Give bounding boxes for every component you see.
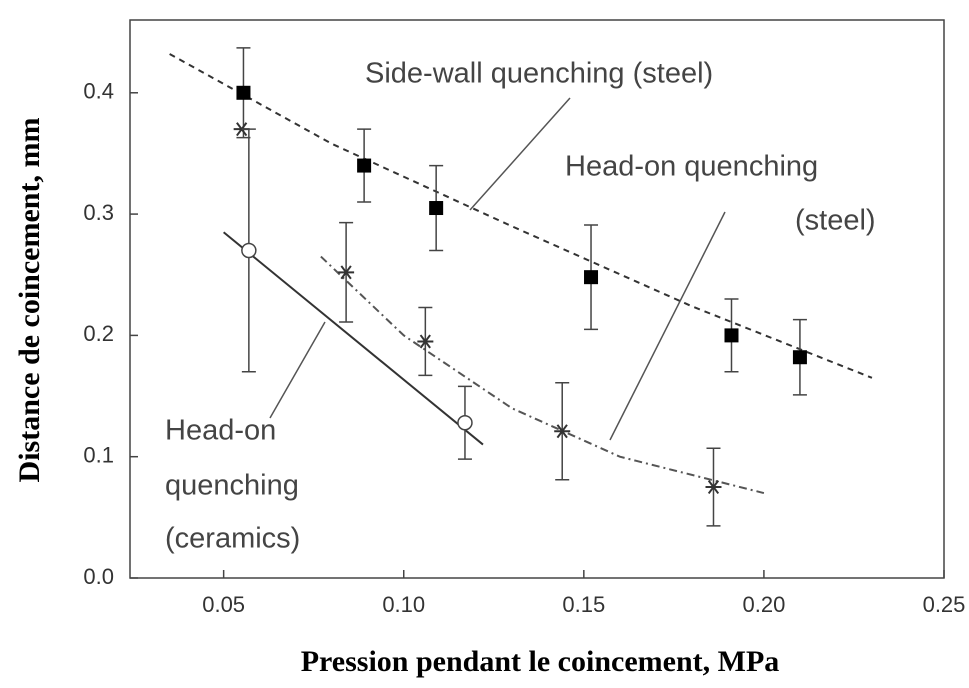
data-point	[357, 158, 372, 173]
data-point	[554, 424, 571, 439]
data-point	[241, 242, 257, 259]
fit-line	[169, 53, 873, 379]
fit-line	[223, 231, 484, 446]
y-tick-label: 0.1	[83, 443, 114, 468]
x-tick-label: 0.15	[562, 592, 605, 617]
data-point	[705, 480, 722, 495]
y-tick-label: 0.0	[83, 564, 114, 589]
y-tick-label: 0.4	[83, 79, 114, 104]
leader-line	[609, 211, 726, 441]
plot-frame	[129, 19, 945, 579]
data-point	[417, 334, 434, 349]
leader-line	[269, 321, 326, 419]
annotation: Head-on	[165, 415, 276, 447]
x-tick-label: 0.10	[382, 592, 425, 617]
x-axis-label: Pression pendant le coincement, MPa	[301, 645, 780, 678]
y-tick-label: 0.2	[83, 321, 114, 346]
x-tick-label: 0.20	[742, 592, 785, 617]
data-point	[457, 414, 473, 431]
fit-line	[320, 255, 765, 495]
data-point	[724, 328, 739, 343]
y-tick-label: 0.3	[83, 200, 114, 225]
data-point	[429, 201, 444, 216]
data-point	[792, 350, 807, 365]
x-tick-label: 0.25	[923, 592, 966, 617]
data-point	[584, 270, 599, 285]
x-tick-label: 0.05	[202, 592, 245, 617]
data-point	[338, 265, 355, 280]
annotation: Side-wall quenching (steel)	[365, 58, 713, 90]
leader-line	[469, 97, 571, 211]
data-point	[236, 85, 251, 100]
annotation: (steel)	[795, 205, 876, 237]
annotation: quenching	[165, 470, 299, 502]
annotation: Head-on quenching	[565, 151, 818, 183]
y-axis-label: Distance de coincement, mm	[13, 118, 46, 483]
annotation: (ceramics)	[165, 523, 300, 555]
